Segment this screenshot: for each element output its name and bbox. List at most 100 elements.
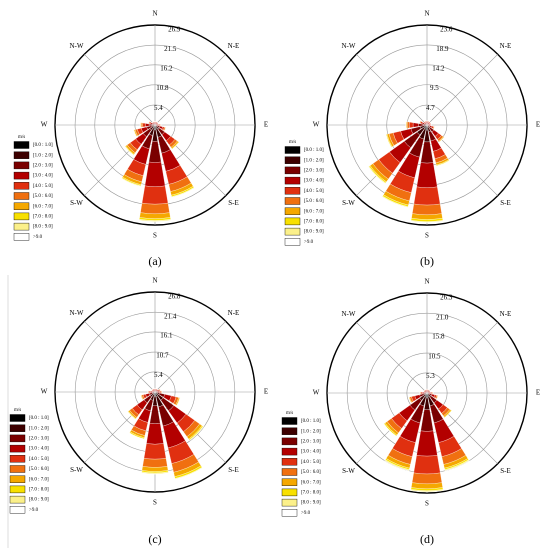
petal-segment — [142, 458, 168, 468]
legend-label: [1.0 : 2.0] — [29, 426, 49, 431]
petal-segment — [419, 120, 421, 124]
petal-segment — [177, 397, 181, 406]
r-tick-label: 9.5 — [430, 84, 439, 92]
legend-swatch — [13, 192, 30, 200]
legend-label: [3.0 : 4.0] — [29, 447, 49, 452]
petal-segment — [423, 121, 425, 123]
r-tick-label: 26.3 — [440, 294, 453, 302]
petal-segment — [410, 490, 444, 493]
direction-label: N-E — [228, 309, 240, 317]
legend-label: [7.0 : 8.0] — [29, 488, 49, 493]
legend-swatch — [13, 233, 30, 241]
legend-title: m/s — [14, 408, 21, 413]
r-tick-label: 10.5 — [428, 352, 441, 360]
spoke — [426, 322, 498, 394]
r-tick-label: 18.9 — [436, 45, 449, 53]
direction-label: S — [153, 232, 157, 240]
legend-swatch — [284, 197, 301, 205]
direction-label: N — [424, 278, 429, 286]
legend-label: [1.0 : 2.0] — [304, 158, 324, 163]
petal-segment — [141, 122, 144, 128]
legend-swatch — [284, 166, 301, 175]
legend-swatch — [13, 161, 30, 170]
legend-label: [8.0 : 9.0] — [29, 498, 49, 503]
petal-segment — [129, 433, 145, 440]
r-tick-label: 5.4 — [154, 371, 163, 379]
r-tick-label: 5.3 — [426, 372, 435, 380]
panel-caption: (b) — [420, 254, 434, 268]
legend-label: [5.0 : 6.0] — [29, 467, 49, 472]
legend-swatch — [281, 427, 298, 435]
legend-swatch — [9, 495, 26, 504]
petal-segment — [141, 472, 169, 475]
legend-label: [7.0 : 8.0] — [301, 491, 321, 496]
petal-segment — [412, 203, 442, 215]
legend-label: [1.0 : 2.0] — [33, 153, 53, 158]
direction-label: N — [152, 277, 157, 285]
legend-label: [3.0 : 4.0] — [304, 179, 324, 184]
petal-segment — [175, 467, 203, 480]
r-tick-label: 21.4 — [164, 312, 177, 320]
direction-label: S — [153, 499, 157, 507]
petal-segment — [409, 121, 414, 129]
legend-label: [5.0 : 6.0] — [301, 470, 321, 475]
petal-segment — [429, 121, 431, 123]
direction-label: S — [425, 232, 429, 240]
legend-swatch — [9, 444, 26, 453]
legend-label: [3.0 : 4.0] — [33, 174, 53, 179]
r-tick-label: 10.7 — [156, 351, 169, 359]
spoke — [84, 321, 156, 393]
legend-label: >9.0 — [33, 235, 43, 240]
direction-label: N-W — [70, 309, 84, 317]
wind-rose: N N-E E S-E S S-W W N-W 5.4 10.8 16.2 21.5 26.9 m/s [0… — [13, 10, 268, 268]
petal-segment — [141, 185, 169, 205]
petal-segment — [159, 390, 162, 394]
direction-label: N-W — [342, 42, 356, 50]
legend-swatch — [281, 417, 298, 425]
legend-swatch — [281, 458, 298, 466]
legend-swatch — [9, 424, 26, 432]
r-tick-label: 23.6 — [440, 26, 453, 34]
petal-segment — [411, 472, 443, 485]
legend-label: [0.0 : 1.0] — [301, 419, 321, 424]
petal-segment — [139, 220, 171, 222]
petal-segment — [436, 160, 450, 167]
legend-swatch — [284, 146, 301, 154]
panel-caption: (d) — [420, 532, 434, 546]
petal-segment — [439, 137, 445, 143]
petal-segment — [430, 122, 432, 125]
direction-label: S-E — [228, 199, 239, 207]
petal-segment — [413, 186, 441, 206]
legend-swatch — [13, 202, 30, 210]
direction-label: S — [425, 500, 429, 508]
direction-label: W — [313, 389, 320, 397]
legend-swatch — [13, 212, 30, 221]
petal-segment — [140, 202, 170, 214]
legend-label: [1.0 : 2.0] — [301, 429, 321, 434]
legend-label: >9.0 — [304, 240, 314, 245]
legend-swatch — [281, 488, 298, 497]
petal-segment — [428, 124, 431, 126]
r-tick-label: 21.0 — [436, 313, 449, 321]
legend-swatch — [9, 465, 26, 473]
direction-label: S-W — [70, 199, 83, 207]
legend-label: [3.0 : 4.0] — [301, 450, 321, 455]
legend-swatch — [284, 217, 301, 226]
direction-label: E — [536, 389, 540, 397]
panel-caption: (c) — [148, 532, 161, 546]
petal-segment — [157, 391, 160, 393]
legend-swatch — [284, 207, 301, 215]
legend-swatch — [9, 506, 26, 514]
wind-rose: N N-E E S-E S S-W W N-W 4.7 9.5 14.2 18.9 23.6 m/s [0.… — [284, 10, 540, 268]
direction-label: N-E — [228, 42, 240, 50]
r-tick-label: 16.1 — [160, 332, 173, 340]
direction-label: S-E — [228, 466, 239, 474]
petal-segment — [433, 126, 435, 130]
direction-label: E — [536, 121, 540, 129]
direction-label: N — [152, 10, 157, 18]
legend-label: [7.0 : 8.0] — [304, 220, 324, 225]
legend-label: [2.0 : 3.0] — [33, 164, 53, 169]
r-tick-label: 26.8 — [168, 293, 181, 301]
legend-swatch — [13, 171, 30, 180]
